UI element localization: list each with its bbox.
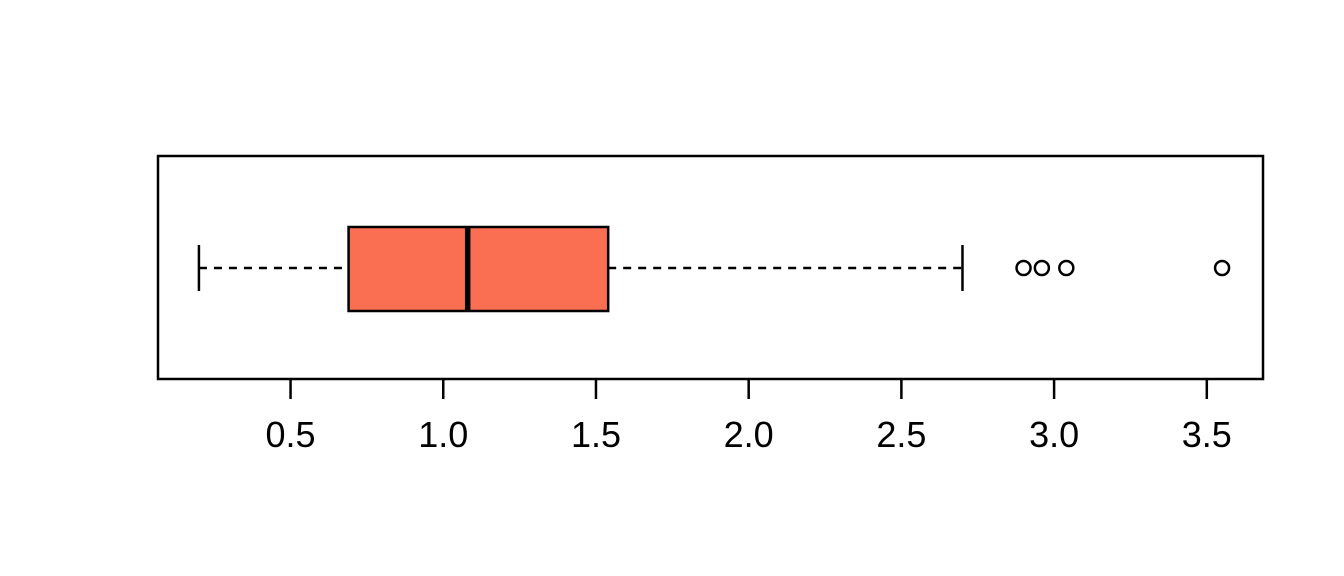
x-tick-label: 3.5 — [1182, 414, 1232, 455]
outlier-point — [1033, 259, 1051, 277]
outlier-point — [1213, 259, 1231, 277]
outlier-point — [1015, 259, 1032, 277]
x-tick-label: 1.5 — [571, 414, 621, 455]
x-tick-label: 3.0 — [1029, 414, 1079, 455]
outlier-point — [1058, 259, 1075, 277]
x-tick-label: 2.5 — [876, 414, 926, 455]
plot-frame — [156, 154, 1265, 381]
x-tick-label: 2.0 — [724, 414, 774, 455]
x-tick-label: 1.0 — [418, 414, 468, 455]
x-tick-label: 0.5 — [266, 414, 316, 455]
iqr-box — [347, 225, 610, 313]
